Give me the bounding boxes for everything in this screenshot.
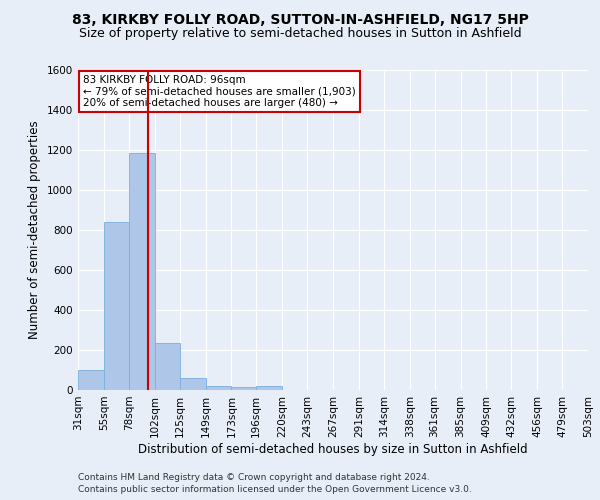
Bar [205,386,232,390]
Text: 83, KIRKBY FOLLY ROAD, SUTTON-IN-ASHFIELD, NG17 5HP: 83, KIRKBY FOLLY ROAD, SUTTON-IN-ASHFIEL… [71,12,529,26]
Bar [104,222,129,390]
Bar [129,153,155,390]
Bar [155,343,179,390]
Text: 83 KIRKBY FOLLY ROAD: 96sqm
← 79% of semi-detached houses are smaller (1,903)
20: 83 KIRKBY FOLLY ROAD: 96sqm ← 79% of sem… [83,75,356,108]
Text: Contains public sector information licensed under the Open Government Licence v3: Contains public sector information licen… [78,485,472,494]
Text: Contains HM Land Registry data © Crown copyright and database right 2024.: Contains HM Land Registry data © Crown c… [78,472,430,482]
Text: Distribution of semi-detached houses by size in Sutton in Ashfield: Distribution of semi-detached houses by … [138,442,528,456]
Bar [256,386,282,390]
Bar [232,387,256,390]
Text: Size of property relative to semi-detached houses in Sutton in Ashfield: Size of property relative to semi-detach… [79,28,521,40]
Bar [179,378,205,390]
Y-axis label: Number of semi-detached properties: Number of semi-detached properties [28,120,41,340]
Bar [78,370,104,390]
